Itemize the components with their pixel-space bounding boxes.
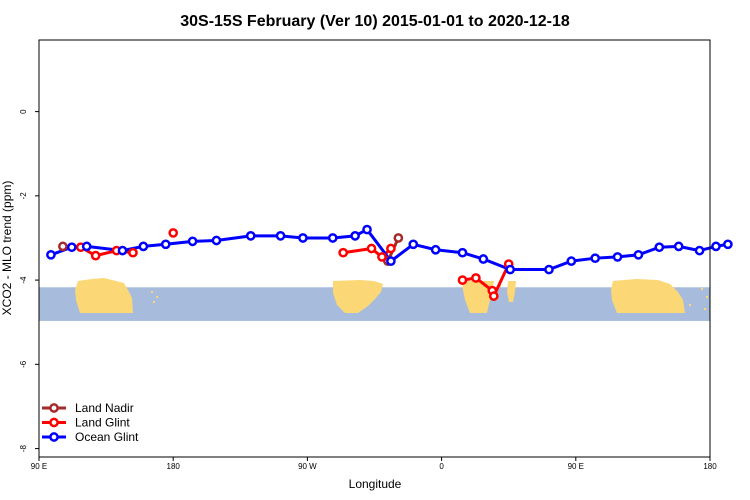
ocean-glint-point [544, 264, 554, 275]
ocean-glint-point [457, 247, 468, 258]
land-glint-point [366, 243, 377, 254]
x-tick-label: 90 W [298, 462, 317, 471]
ocean-glint-point [673, 241, 684, 252]
land-glint-point [168, 228, 179, 238]
land-mass [462, 281, 494, 313]
chart-title: 30S-15S February (Ver 10) 2015-01-01 to … [180, 13, 570, 30]
x-tick-label: 180 [167, 462, 181, 471]
ocean-glint-point [362, 224, 372, 235]
land-mass [611, 279, 685, 313]
series-points [46, 224, 733, 301]
plot-frame [38, 39, 711, 458]
land-glint-point [471, 273, 481, 283]
ocean-glint-point [711, 241, 721, 252]
ocean-glint-point [408, 239, 419, 250]
y-tick-label: -4 [19, 276, 28, 284]
ocean-glint-point [566, 256, 577, 266]
x-tick-label: 90 E [568, 462, 584, 471]
land-glint-point [377, 252, 387, 262]
ocean-glint-point [211, 235, 222, 246]
land-glint-point [488, 291, 499, 301]
ocean-glint-point [81, 241, 92, 252]
ocean-glint-point [66, 242, 77, 253]
legend-label: Land Glint [75, 416, 130, 430]
ocean-glint-point [275, 231, 286, 241]
x-axis: 90 E 180 90 W 0 90 E 180 [31, 457, 717, 471]
legend-marker [49, 417, 59, 428]
y-tick-label: -8 [19, 444, 28, 452]
ocean-glint-point [505, 264, 516, 275]
y-tick-label: -2 [19, 192, 28, 200]
x-tick-label: 0 [439, 462, 444, 471]
ocean-glint-point [245, 231, 256, 241]
land-islet [156, 296, 158, 298]
ocean-glint-point [46, 249, 56, 260]
y-axis-label: XCO2 - MLO trend (ppm) [0, 181, 14, 316]
ocean-glint-point [633, 249, 644, 260]
ocean-glint-point [723, 239, 733, 250]
legend-item-ocean-glint: Ocean Glint [42, 430, 139, 444]
ocean-glint-point [694, 245, 705, 256]
legend-marker [49, 403, 59, 413]
land-nadir-point [58, 241, 68, 252]
land-glint-point [128, 247, 138, 258]
ocean-glint-point [187, 236, 198, 247]
land-islet [689, 304, 691, 306]
legend-marker [49, 432, 59, 442]
legend-item-land-glint: Land Glint [42, 416, 130, 430]
legend-label: Ocean Glint [75, 430, 139, 444]
land-nadir-point [393, 233, 404, 243]
land-glint-point [338, 247, 349, 258]
ocean-glint-point [298, 233, 308, 243]
land-mass [333, 280, 383, 313]
y-tick-label: -6 [19, 360, 28, 368]
land-islet [151, 291, 153, 293]
ocean-glint-point [612, 252, 623, 262]
background-map [39, 278, 710, 321]
y-axis: 0 -2 -4 -6 -8 [19, 109, 39, 452]
land-glint-point [90, 250, 101, 261]
x-tick-label: 180 [703, 462, 717, 471]
land-islet [706, 296, 708, 298]
y-tick-label: 0 [19, 109, 28, 114]
legend-item-land-nadir: Land Nadir [42, 401, 134, 415]
ocean-glint-point [590, 253, 601, 264]
ocean-glint-point [117, 245, 128, 256]
land-islet [704, 308, 706, 310]
land-glint-point [457, 275, 468, 285]
ocean-glint-point [327, 233, 338, 243]
land-islet [701, 288, 703, 290]
land-mass [75, 278, 133, 313]
ocean-glint-point [386, 256, 396, 266]
land-mass [507, 281, 516, 302]
land-glint-point [386, 243, 396, 254]
legend-label: Land Nadir [75, 401, 134, 415]
ocean-glint-point [430, 244, 441, 255]
ocean-glint-point [478, 254, 489, 264]
x-axis-label: Longitude [349, 477, 402, 491]
land-islet [153, 301, 155, 303]
ocean-glint-point [654, 242, 665, 253]
land-glint-line [342, 247, 392, 259]
ocean-glint-point [160, 239, 171, 250]
ocean-glint-point [350, 231, 360, 241]
ocean-glint-point [138, 241, 149, 252]
x-tick-label: 90 E [31, 462, 47, 471]
